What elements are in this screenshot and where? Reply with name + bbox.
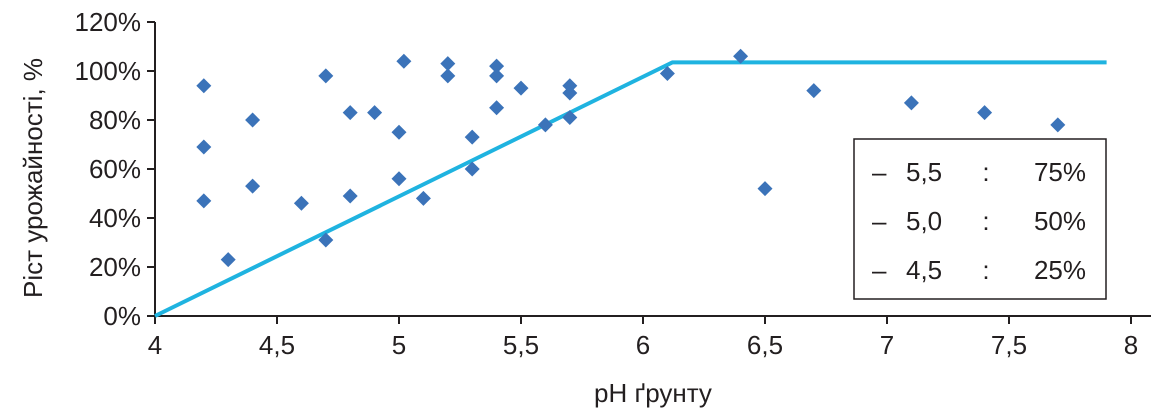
- y-tick-label: 60%: [89, 154, 141, 184]
- y-tick-label: 20%: [89, 252, 141, 282]
- x-tick-label: 5: [392, 330, 406, 360]
- data-point: [537, 117, 553, 133]
- data-point: [562, 85, 578, 101]
- data-point: [440, 68, 456, 84]
- data-point: [757, 181, 773, 197]
- data-point: [659, 65, 675, 81]
- data-point: [489, 68, 505, 84]
- data-point: [440, 56, 456, 72]
- data-point: [245, 112, 261, 128]
- x-axis-title: pH ґрунту: [594, 378, 712, 408]
- data-point: [367, 105, 383, 121]
- x-tick-label: 8: [1124, 330, 1138, 360]
- data-point: [415, 190, 431, 206]
- legend-separator: :: [982, 255, 989, 285]
- x-axis: 4 4,5 5 5,5 6 6,5 7 7,5 8: [148, 315, 1151, 360]
- data-point: [489, 100, 505, 116]
- data-point: [391, 171, 407, 187]
- data-point: [196, 139, 212, 155]
- legend-dash: –: [872, 206, 887, 236]
- data-point: [977, 105, 993, 121]
- y-tick-label: 0%: [103, 301, 141, 331]
- legend-yield-value: 25%: [1034, 255, 1086, 285]
- data-point: [1050, 117, 1066, 133]
- legend-separator: :: [982, 157, 989, 187]
- data-point: [903, 95, 919, 111]
- legend-ph-value: 5,5: [906, 157, 942, 187]
- legend: –5,5:75%– 5,0:50%– 4,5:25%: [853, 138, 1107, 300]
- data-point: [733, 48, 749, 64]
- data-point: [489, 58, 505, 74]
- data-point: [391, 124, 407, 140]
- data-point: [318, 68, 334, 84]
- data-point: [464, 161, 480, 177]
- data-point: [220, 252, 236, 268]
- data-point: [196, 193, 212, 209]
- x-tick-label: 6: [636, 330, 650, 360]
- data-point: [342, 105, 358, 121]
- x-tick-label: 4: [148, 330, 162, 360]
- legend-yield-value: 50%: [1034, 206, 1086, 236]
- trend-line-group: [154, 60, 1107, 318]
- data-point: [245, 178, 261, 194]
- x-tick-label: 5,5: [503, 330, 539, 360]
- x-tick-label: 7,5: [991, 330, 1027, 360]
- y-tick-label: 120%: [75, 7, 142, 37]
- y-axis: 0% 20% 40% 60% 80% 100% 120%: [75, 7, 156, 331]
- legend-dash: –: [872, 255, 887, 285]
- y-tick-label: 100%: [75, 56, 142, 86]
- data-point: [464, 129, 480, 145]
- data-point: [513, 80, 529, 96]
- legend-ph-value: 5,0: [906, 206, 942, 236]
- data-point: [293, 195, 309, 211]
- data-point: [562, 110, 578, 126]
- trend-line: [154, 60, 1107, 318]
- data-point: [396, 53, 412, 69]
- data-points: [196, 48, 1066, 268]
- data-point: [806, 83, 822, 99]
- legend-separator: :: [982, 206, 989, 236]
- data-point: [196, 78, 212, 94]
- data-point: [342, 188, 358, 204]
- x-tick-label: 6,5: [747, 330, 783, 360]
- y-tick-label: 80%: [89, 105, 141, 135]
- x-tick-label: 7: [880, 330, 894, 360]
- y-tick-label: 40%: [89, 203, 141, 233]
- legend-dash: –: [872, 157, 887, 187]
- legend-box: [853, 138, 1107, 300]
- legend-ph-value: 4,5: [906, 255, 942, 285]
- data-point: [318, 232, 334, 248]
- x-tick-label: 4,5: [259, 330, 295, 360]
- y-axis-title: Ріст урожайності, %: [18, 58, 48, 298]
- legend-yield-value: 75%: [1034, 157, 1086, 187]
